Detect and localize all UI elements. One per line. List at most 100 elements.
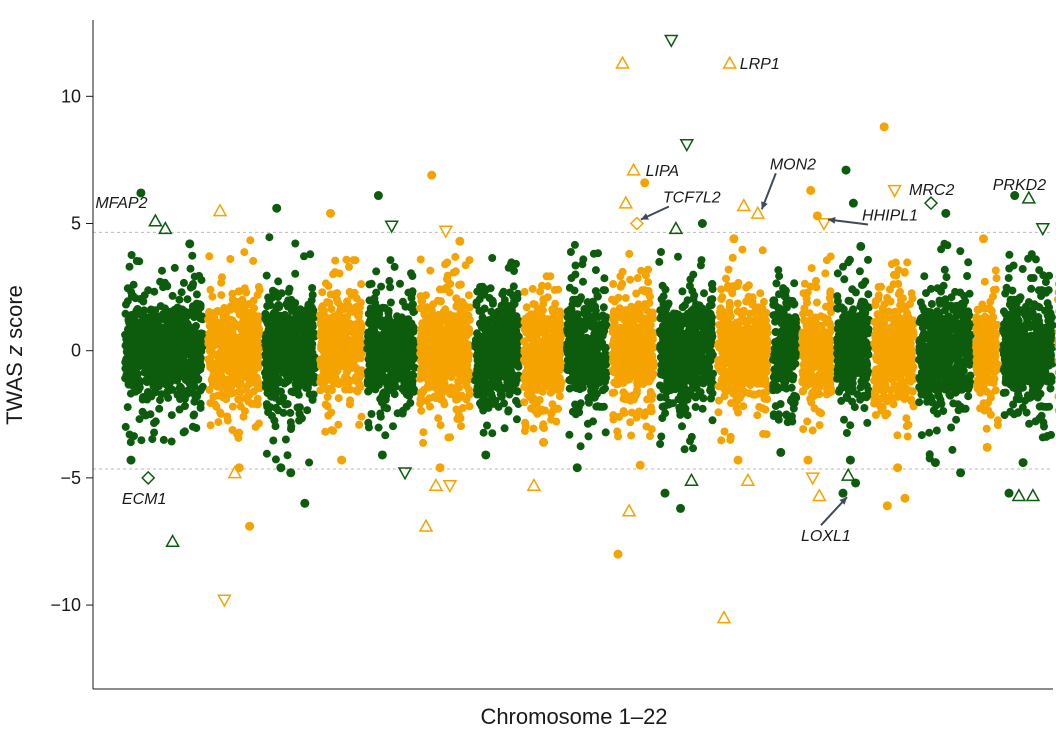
snp-point [495, 336, 504, 344]
snp-point [571, 270, 580, 279]
snp-point [520, 337, 529, 346]
snp-point [510, 360, 519, 368]
snp-point [618, 326, 627, 335]
snp-point [144, 388, 152, 396]
snp-point [528, 284, 537, 293]
snp-point [158, 266, 166, 275]
snp-point [345, 262, 353, 271]
snp-point [694, 336, 703, 345]
snp-point [472, 298, 481, 307]
snp-point [579, 255, 588, 264]
snp-point [343, 312, 351, 321]
snp-point [388, 330, 397, 339]
snp-point [292, 310, 301, 319]
snp-point [383, 404, 392, 413]
snp-point [349, 335, 358, 344]
snp-point [584, 432, 593, 441]
snp-point [355, 379, 364, 388]
snp-point [366, 316, 375, 325]
snp-point [444, 337, 453, 346]
snp-point [232, 356, 241, 365]
snp-point [576, 442, 585, 451]
snp-point [127, 251, 136, 259]
snp-point [206, 285, 215, 294]
snp-point [124, 355, 133, 363]
snp-point [600, 274, 609, 283]
snp-point [137, 436, 146, 445]
snp-point [640, 300, 649, 309]
snp-point [142, 378, 151, 387]
snp-point [608, 295, 616, 304]
snp-point [354, 312, 363, 321]
snp-point [302, 328, 311, 337]
snp-point [167, 328, 176, 337]
snp-point [580, 344, 589, 353]
snp-point [189, 348, 198, 357]
snp-point [657, 370, 665, 379]
snp-point [646, 432, 654, 440]
snp-point [571, 400, 580, 409]
snp-point [420, 310, 429, 319]
snp-point [659, 329, 668, 338]
snp-point [183, 369, 192, 378]
snp-point [194, 357, 203, 366]
snp-point [601, 286, 609, 295]
snp-point [608, 351, 617, 359]
snp-point [209, 392, 218, 401]
snp-point [281, 435, 290, 444]
snp-point [302, 309, 311, 318]
snp-point [682, 317, 691, 326]
snp-point [291, 269, 300, 278]
chromosome-10-points [608, 249, 658, 441]
snp-point [446, 371, 455, 380]
snp-point [449, 268, 458, 277]
snp-point [675, 370, 684, 378]
snp-point [188, 422, 197, 431]
snp-point [186, 264, 195, 273]
snp-point [271, 455, 280, 464]
snp-point [505, 310, 514, 319]
snp-point [451, 362, 460, 371]
snp-point [262, 449, 271, 458]
snp-point [452, 294, 461, 303]
snp-point [216, 408, 225, 417]
snp-point [300, 252, 308, 261]
snp-point [708, 295, 717, 304]
snp-point [449, 353, 458, 362]
snp-point [274, 374, 283, 383]
snp-point [632, 305, 641, 314]
snp-point [488, 362, 497, 371]
snp-point [527, 387, 536, 396]
snp-point [520, 346, 529, 355]
snp-point [176, 349, 185, 357]
snp-point [271, 422, 280, 431]
snp-point [453, 302, 462, 311]
snp-point [169, 307, 178, 316]
snp-point [633, 381, 642, 390]
snp-point [417, 406, 426, 415]
snp-point [332, 352, 341, 361]
snp-point [327, 426, 336, 435]
snp-point [252, 357, 260, 366]
snp-point [458, 337, 467, 345]
snp-point [698, 404, 707, 413]
snp-point [172, 313, 181, 322]
snp-point [657, 295, 666, 304]
snp-point [283, 302, 292, 311]
snp-point [510, 328, 519, 337]
snp-point [397, 361, 406, 370]
snp-point [591, 302, 600, 311]
snp-point [364, 418, 373, 427]
snp-point [457, 422, 465, 431]
snp-point [416, 394, 425, 403]
snp-point [409, 308, 418, 317]
snp-point [435, 285, 444, 294]
snp-point [625, 249, 634, 258]
snp-point [226, 389, 234, 398]
snp-point [331, 268, 340, 277]
snp-point [267, 411, 276, 420]
snp-point [309, 310, 318, 319]
snp-point [425, 318, 434, 327]
snp-point [275, 315, 284, 324]
snp-point [700, 289, 708, 298]
